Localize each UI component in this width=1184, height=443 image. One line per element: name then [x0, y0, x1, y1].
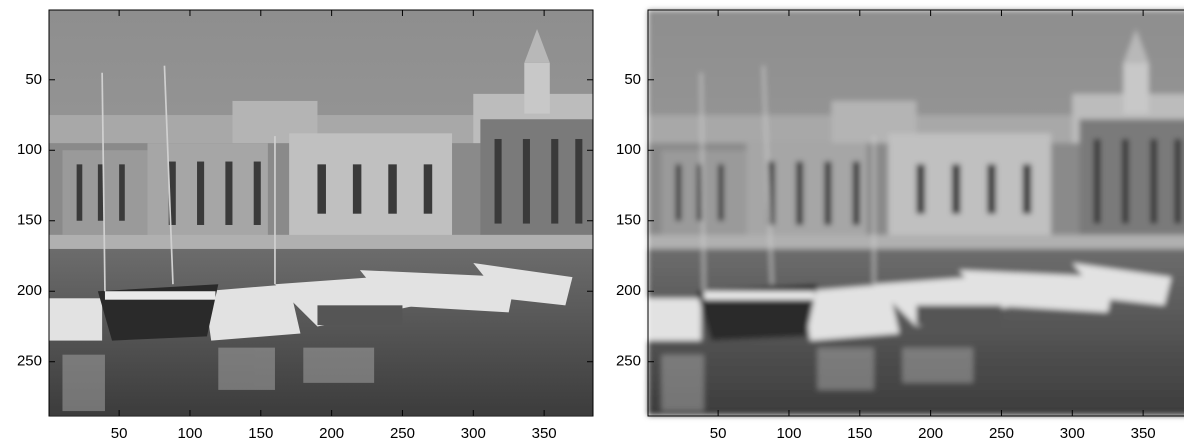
x-tick-label: 50 [710, 425, 727, 442]
axes: 50 100 150 200 250 300 350 50 100 150 200 250 [616, 9, 1184, 442]
image [647, 9, 1184, 418]
y-tick-label: 200 [17, 282, 42, 299]
x-tick-label: 250 [989, 425, 1014, 442]
x-tick-label: 300 [461, 425, 486, 442]
y-tick-label: 100 [616, 141, 641, 158]
y-tick-label: 150 [17, 212, 42, 229]
y-tick-label: 150 [616, 212, 641, 229]
x-tick-label: 200 [918, 425, 943, 442]
x-tick-label: 100 [776, 425, 801, 442]
y-tick-label: 200 [616, 282, 641, 299]
x-tick-label: 200 [319, 425, 344, 442]
x-tick-label: 150 [248, 425, 273, 442]
y-tick-label: 50 [624, 71, 641, 88]
x-tick-label: 50 [111, 425, 128, 442]
x-tick-label: 300 [1060, 425, 1085, 442]
x-tick-label: 250 [390, 425, 415, 442]
axes: 50 100 150 200 250 300 350 50 100 150 200 250 [17, 9, 594, 442]
figure: 50 100 150 200 250 300 350 50 100 150 200 250 50 100 1… [0, 0, 1184, 443]
x-tick-label: 350 [532, 425, 557, 442]
x-tick-label: 350 [1131, 425, 1156, 442]
x-tick-label: 100 [177, 425, 202, 442]
y-tick-label: 100 [17, 141, 42, 158]
y-tick-label: 250 [17, 353, 42, 370]
image [48, 9, 593, 418]
y-tick-label: 250 [616, 353, 641, 370]
y-tick-label: 50 [25, 71, 42, 88]
x-tick-label: 150 [847, 425, 872, 442]
